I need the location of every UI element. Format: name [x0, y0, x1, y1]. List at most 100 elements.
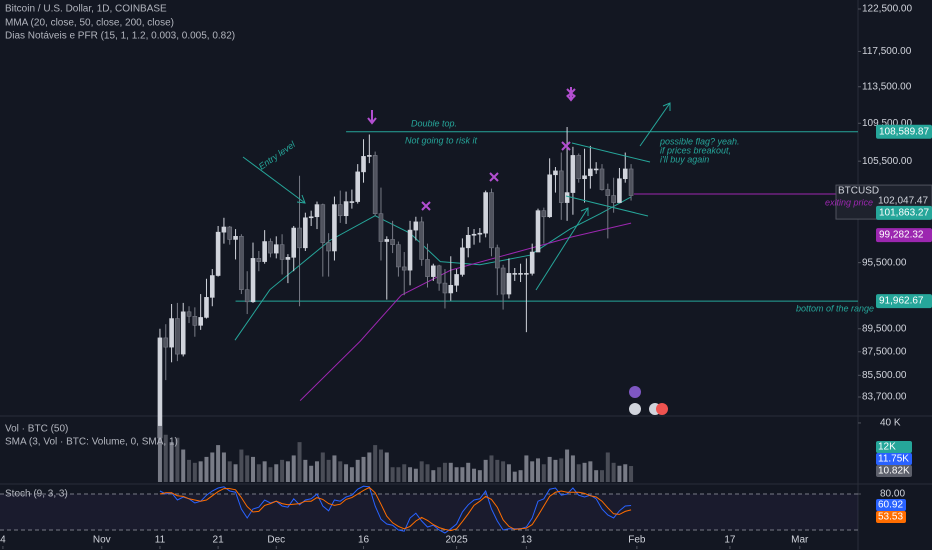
candle-body: [401, 266, 407, 271]
volume-bar: [285, 461, 290, 482]
volume-bar: [588, 461, 593, 482]
volume-bar: [541, 464, 546, 482]
candle-body: [303, 217, 308, 249]
volume-bar: [361, 456, 366, 482]
volume-sma-title: SMA (3, Vol · BTC: Volume, 0, SMA, 1): [5, 437, 178, 448]
candle-body: [396, 244, 401, 268]
volume-bar: [396, 467, 401, 482]
annotation: bottom of the range: [796, 303, 874, 313]
volume-bar: [320, 452, 325, 482]
candle-body: [419, 221, 424, 260]
volume-bar: [495, 459, 500, 482]
volume-bar: [536, 458, 541, 482]
x-tick-label: Dec: [267, 535, 285, 546]
volume-bar: [547, 456, 552, 482]
candle-body: [227, 226, 233, 240]
candle-body: [372, 155, 378, 215]
y-tick-label: 109,500.00: [862, 118, 912, 129]
stoch-line: [159, 486, 632, 532]
x-tick-label: 16: [358, 535, 370, 546]
candle-body: [384, 239, 390, 242]
level-badge: [876, 124, 932, 139]
volume-bar: [326, 459, 331, 482]
candle-body: [320, 204, 326, 243]
candle-body: [180, 311, 186, 355]
candle-body: [308, 216, 314, 219]
candle-body: [541, 210, 547, 218]
level-label: 108,589.87: [879, 126, 929, 137]
volume-bar: [530, 461, 535, 482]
stoch-badge: [876, 499, 906, 511]
volume-bar: [419, 461, 424, 482]
candle-body: [425, 259, 430, 277]
volume-bar: [483, 459, 488, 482]
volume-bar: [233, 464, 238, 482]
volume-bar: [553, 459, 558, 482]
y-tick-label: 85,500.00: [862, 370, 907, 381]
candle-body: [448, 284, 454, 294]
candle-body: [564, 192, 570, 203]
volume-bar: [599, 470, 604, 482]
level-label: 91,962.67: [879, 296, 924, 307]
annotation: i'll buy again: [660, 154, 709, 164]
candle-body: [442, 282, 448, 294]
volume-bar: [187, 459, 192, 482]
signals: [367, 87, 576, 211]
y-tick-label: 113,500.00: [862, 81, 912, 92]
volume-bar: [349, 467, 354, 482]
volume-bar: [227, 461, 232, 482]
candle-body: [524, 273, 529, 275]
candle-body: [611, 195, 616, 203]
candle-body: [465, 234, 471, 249]
candle-body: [337, 204, 343, 217]
x-tick-label: 21: [213, 535, 225, 546]
candle-body: [593, 168, 599, 171]
level-badge: [876, 294, 932, 309]
candle-body: [436, 265, 442, 284]
x-marker: [489, 172, 499, 182]
price-label: 102,047.47: [878, 196, 928, 207]
volume-bar: [291, 455, 296, 482]
volume-bar: [408, 467, 413, 482]
x-tick-label: Feb: [628, 535, 646, 546]
indicator-label: Dias Notáveis e PFR (15, 1, 1.2, 0.003, …: [5, 31, 235, 42]
volume-bar: [221, 452, 226, 482]
volume-bar: [623, 464, 628, 482]
candle-body: [378, 213, 384, 242]
x-tick-label: 11: [155, 535, 166, 546]
stoch-band: [0, 494, 858, 530]
volume-label: 11.75K: [878, 454, 909, 465]
candle-body: [413, 221, 419, 231]
candle-body: [518, 273, 523, 275]
volume-bar: [344, 464, 349, 482]
candle-body: [221, 226, 227, 233]
volume-bar: [431, 470, 436, 482]
entry-arrow: [242, 156, 306, 204]
candle-body: [361, 156, 366, 173]
volume-bar: [297, 442, 302, 482]
volume-bar: [163, 434, 168, 482]
candle-body: [617, 178, 622, 203]
volume-bar: [605, 452, 610, 482]
volume-bar: [378, 449, 383, 482]
candle-body: [262, 241, 267, 262]
y-tick-label: 122,500.00: [862, 4, 912, 15]
candle-body: [553, 170, 558, 176]
candle-body: [529, 251, 535, 274]
indicator-label: MMA (20, close, 50, close, 200, close): [5, 18, 174, 29]
y-tick-label: 117,500.00: [862, 46, 912, 57]
volume-bar: [309, 465, 314, 482]
candle-body: [157, 337, 163, 439]
candle-body: [204, 297, 209, 318]
price-label: 101,863.27: [879, 208, 929, 219]
candle-body: [576, 155, 582, 180]
volume-bar: [611, 462, 616, 482]
volume-label: 10.82K: [878, 466, 910, 477]
price-label: 99,282.32: [879, 230, 924, 241]
candle-body: [314, 204, 320, 218]
candle-body: [332, 204, 337, 252]
annotation: possible flag? yeah.: [659, 136, 740, 146]
x-tick-label: 2025: [445, 535, 468, 546]
volume-bar: [582, 462, 587, 482]
